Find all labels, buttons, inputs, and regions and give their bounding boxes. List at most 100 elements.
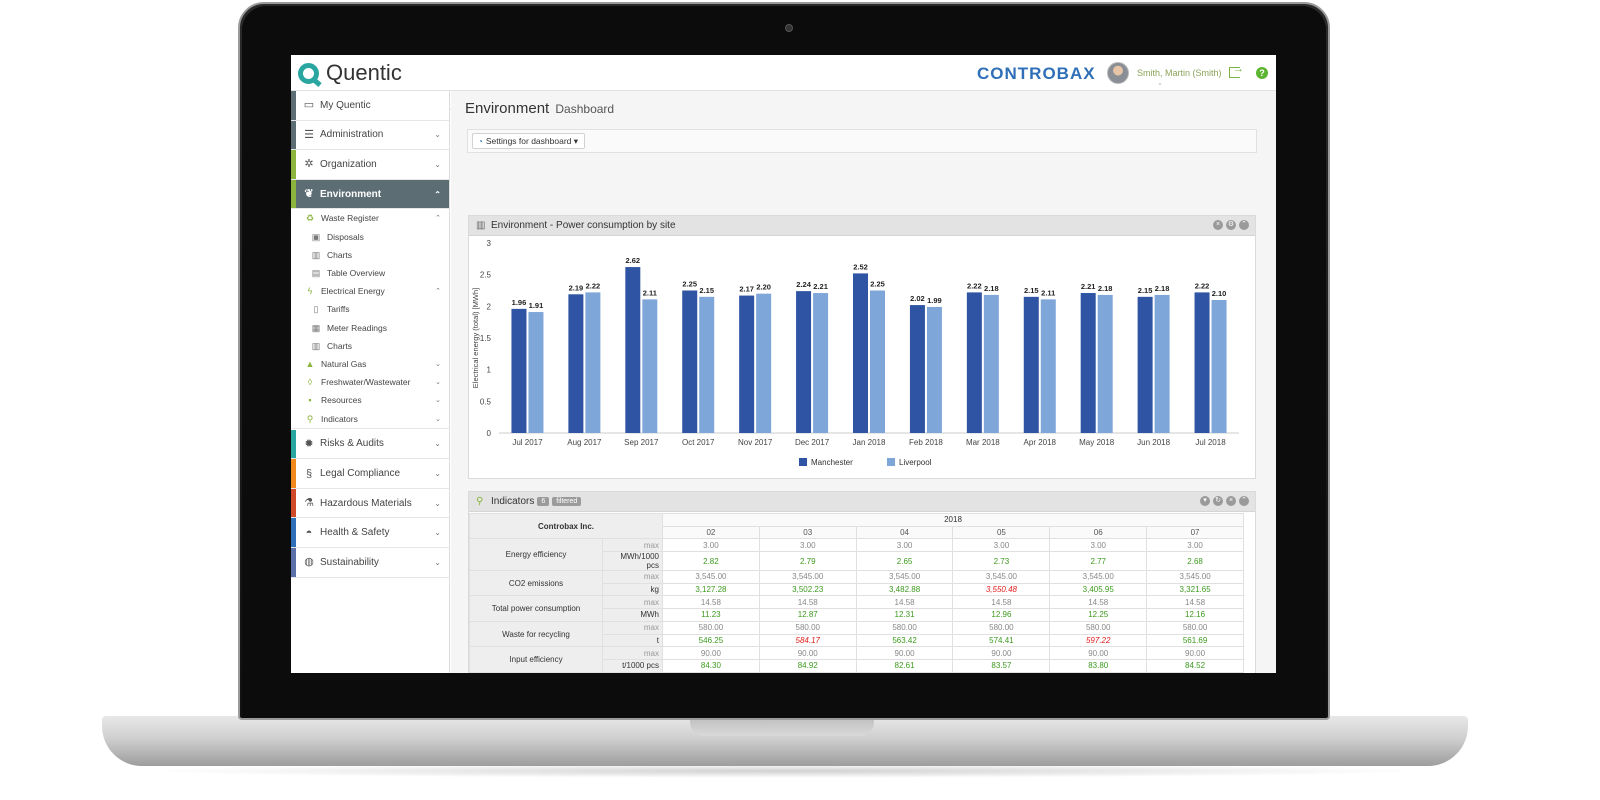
refresh-icon[interactable]: ↻ [1213, 496, 1223, 506]
indicator-value: 597.22 [1049, 633, 1148, 648]
bar-manchester [1080, 293, 1096, 433]
user-name[interactable]: Smith, Martin (Smith) [1137, 68, 1222, 78]
top-bar: Quentic CONTROBAX Smith, Martin (Smith) … [291, 55, 1276, 91]
sidebar-subitem-electrical-energy[interactable]: ϟ Electrical Energy ⌃ [291, 282, 449, 300]
sidebar-subitem-indicators[interactable]: ⚲ Indicators ⌄ [291, 409, 449, 427]
webcam-icon [785, 24, 793, 32]
max-value: 3.00 [855, 538, 954, 553]
chevron-icon[interactable]: ⌃ [435, 215, 441, 223]
close-icon[interactable]: × [1213, 220, 1223, 230]
x-tick-label: Sep 2017 [624, 438, 659, 447]
chevron-icon[interactable]: ⌄ [435, 397, 441, 405]
indicator-unit: MWh [602, 608, 663, 622]
chevron-icon[interactable]: ⌄ [434, 130, 441, 140]
sidebar-leaf-disposals[interactable]: ▣ Disposals [291, 228, 449, 246]
bar-chart-icon: ▥ [476, 220, 486, 231]
sidebar-item-risks-audits[interactable]: ✹ Risks & Audits ⌄ [291, 429, 449, 460]
y-tick-label: 2 [487, 302, 492, 311]
sidebar-item-administration[interactable]: ☰ Administration ⌄ [291, 120, 449, 151]
logout-icon[interactable] [1229, 63, 1244, 78]
data-label: 2.10 [1212, 289, 1227, 298]
chevron-icon[interactable]: ⌃ [435, 288, 441, 296]
chevron-icon[interactable]: ⌄ [434, 439, 441, 449]
filter-icon[interactable]: ▾ [1200, 496, 1210, 506]
data-label: 2.22 [586, 281, 601, 290]
sidebar-item-my-quentic[interactable]: ▭ My Quentic [291, 91, 449, 121]
max-value: 14.58 [952, 595, 1051, 610]
globe-icon: ◍ [304, 556, 314, 569]
indicator-value: 11.23 [662, 608, 760, 622]
sidebar-item-label: Administration [320, 129, 384, 141]
sidebar-item-legal-compliance[interactable]: § Legal Compliance ⌄ [291, 459, 449, 489]
max-value: 14.58 [662, 595, 760, 610]
page-title: Environment Dashboard [465, 100, 614, 117]
y-tick-label: 0.5 [480, 397, 492, 406]
y-tick-label: 2.5 [480, 271, 492, 280]
sidebar-subitem-label: Resources [321, 395, 362, 406]
indicator-value: 12.25 [1049, 608, 1148, 622]
bar-liverpool [870, 290, 885, 433]
sidebar-item-environment[interactable]: ❦ Environment ⌃ [291, 179, 449, 210]
max-value: 3.00 [662, 538, 760, 553]
user-avatar[interactable] [1107, 62, 1129, 84]
sidebar-item-health-safety[interactable]: ◓ Health & Safety ⌄ [291, 518, 449, 548]
indicator-value: 2.79 [758, 551, 857, 572]
chevron-icon[interactable]: ⌄ [434, 528, 441, 538]
indicators-panel: ⚲ Indicators 6 filtered ▾ ↻ × ⌃ Controbax … [468, 491, 1256, 673]
sidebar-leaf-meter-readings[interactable]: ▦ Meter Readings [291, 319, 449, 337]
chevron-icon[interactable]: ⌄ [434, 159, 441, 169]
month-header: 07 [1146, 525, 1244, 540]
chevron-icon[interactable]: ⌄ [434, 469, 441, 479]
chevron-icon[interactable]: ⌄ [435, 360, 441, 368]
sidebar-item-sustainability[interactable]: ◍ Sustainability ⌄ [291, 548, 449, 578]
collapse-icon[interactable]: ⌃ [1239, 496, 1249, 506]
sidebar-subitem-waste-register[interactable]: ♻ Waste Register ⌃ [291, 209, 449, 227]
sidebar-subitem-resources[interactable]: ▪ Resources ⌄ [291, 391, 449, 409]
indicator-value: 2.77 [1049, 551, 1148, 572]
chevron-icon[interactable]: ⌄ [434, 498, 441, 508]
sidebar-subitem-freshwater-wastewater[interactable]: ◊ Freshwater/Wastewater ⌄ [291, 373, 449, 391]
sidebar-leaf-tariffs[interactable]: ▯ Tariffs [291, 300, 449, 318]
quentic-logo-icon[interactable] [298, 63, 319, 84]
sidebar-subitem-natural-gas[interactable]: ▲ Natural Gas ⌄ [291, 355, 449, 373]
indicator-value: 12.31 [855, 608, 954, 622]
bar-manchester [682, 290, 698, 433]
close-icon[interactable]: × [1226, 496, 1236, 506]
laptop-shadow [140, 764, 1430, 778]
data-label: 2.62 [626, 256, 641, 265]
data-label: 2.20 [756, 283, 771, 292]
indicators-panel-title: Indicators 6 filtered [491, 496, 582, 507]
indicator-value: 12.16 [1146, 608, 1244, 622]
max-value: 2,350.00 [952, 671, 1051, 673]
sidebar-leaf-label: Table Overview [327, 268, 386, 279]
settings-dashboard-button[interactable]: ◔ Settings for dashboard ▾ [472, 133, 586, 149]
sidebar-leaf-charts[interactable]: ▥ Charts [291, 337, 449, 355]
chart-icon: ▥ [311, 249, 321, 260]
data-label: 1.96 [512, 298, 527, 307]
app-logo-text[interactable]: Quentic [326, 60, 402, 85]
sidebar-item-organization[interactable]: ✲ Organization ⌄ [291, 150, 449, 180]
data-label: 2.15 [1024, 286, 1039, 295]
max-value: 90.00 [758, 646, 857, 660]
user-menu-chevron-icon[interactable]: ⌄ [1157, 80, 1163, 87]
bar-manchester [739, 295, 755, 433]
monitor-icon: ▭ [303, 99, 315, 112]
collapse-icon[interactable]: ⌃ [1239, 220, 1249, 230]
sidebar-leaf-charts[interactable]: ▥ Charts [291, 246, 449, 264]
chevron-icon[interactable]: ⌃ [434, 189, 441, 199]
chevron-icon[interactable]: ⌄ [435, 379, 441, 387]
data-label: 1.99 [927, 296, 942, 305]
help-icon[interactable]: ? [1256, 67, 1268, 79]
chevron-icon[interactable]: ⌄ [435, 415, 441, 423]
indicator-value: 84.92 [758, 658, 857, 673]
bar-manchester [1137, 296, 1153, 433]
sidebar-item-color-bar [291, 429, 296, 459]
indicator-value: 3,127.28 [662, 582, 760, 597]
chevron-icon[interactable]: ⌄ [434, 557, 441, 567]
indicator-value: 84.30 [662, 658, 760, 673]
data-label: 2.21 [1081, 282, 1096, 291]
max-value: 14.58 [855, 595, 954, 610]
settings-icon[interactable]: ⚙ [1226, 220, 1236, 230]
sidebar-item-hazardous-materials[interactable]: ⚗ Hazardous Materials ⌄ [291, 488, 449, 519]
sidebar-leaf-table-overview[interactable]: ▤ Table Overview [291, 264, 449, 282]
